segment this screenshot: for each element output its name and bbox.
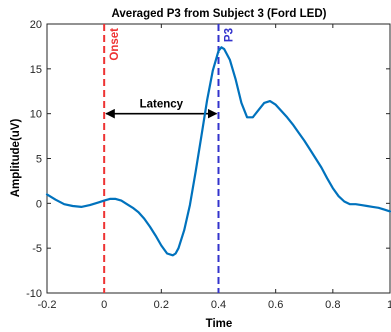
chart-title: Averaged P3 from Subject 3 (Ford LED) (112, 8, 327, 20)
vline-label-p3: P3 (224, 28, 236, 42)
series-group (45, 46, 391, 257)
x-tick-label: -0.2 (38, 299, 57, 311)
x-tick-label: 1 (387, 299, 391, 311)
y-tick-label: 0 (36, 198, 42, 210)
vertical-markers: Onset P3 (103, 24, 236, 293)
x-tick-label: 0.6 (268, 299, 283, 311)
x-axis-label: Time (206, 318, 233, 330)
y-axis-label: Amplitude(uV) (10, 119, 22, 198)
y-tick-label: 20 (30, 19, 42, 31)
y-tick-label: 10 (30, 109, 42, 121)
series-line-0 (45, 46, 391, 257)
y-tick-label: 15 (30, 64, 42, 76)
x-tick-label: 0.2 (154, 299, 169, 311)
x-tick-label: 0.8 (325, 299, 340, 311)
y-tick-label: 5 (36, 154, 42, 166)
y-tick-label: -10 (26, 288, 42, 300)
latency-arrow-group: Latency (105, 99, 218, 119)
vline-label-onset: Onset (109, 28, 121, 61)
y-tick-label: -5 (32, 243, 42, 255)
latency-label: Latency (140, 99, 184, 111)
x-tick-label: 0 (101, 299, 107, 311)
y-axis-ticks: -10 -5 0 5 10 15 20 (26, 19, 390, 300)
x-tick-label: 0.4 (211, 299, 226, 311)
